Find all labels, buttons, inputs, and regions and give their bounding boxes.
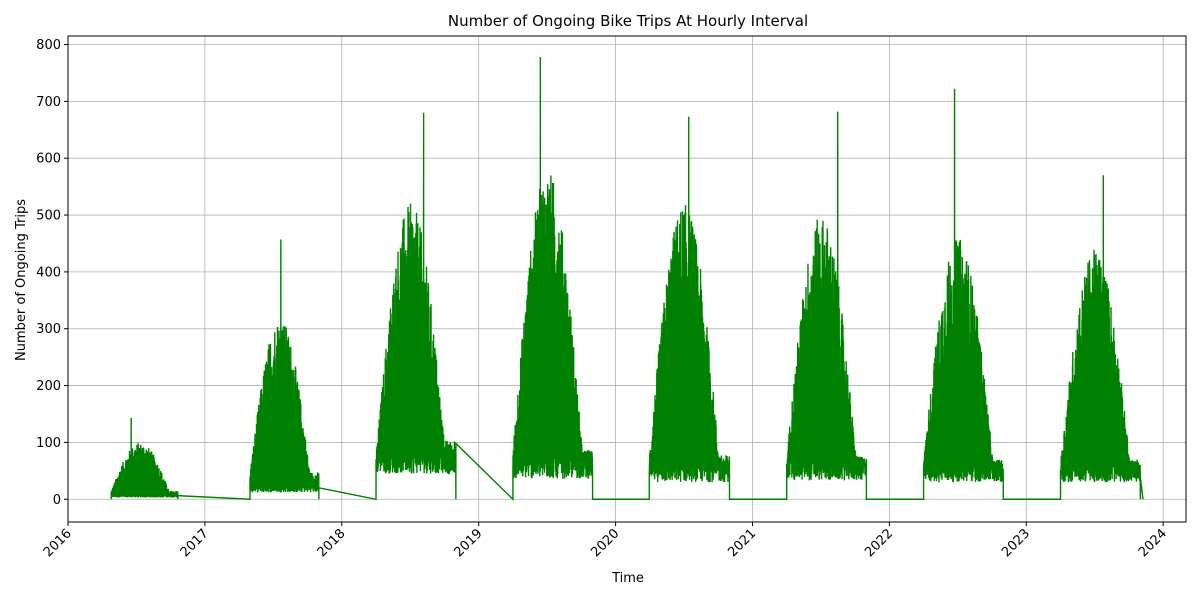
x-tick-label: 2017 — [178, 526, 212, 560]
x-tick-label: 2016 — [41, 526, 75, 560]
y-tick-label: 200 — [36, 379, 61, 394]
y-tick-label: 800 — [36, 38, 61, 53]
x-tick-label: 2021 — [725, 526, 759, 560]
y-tick-label: 400 — [36, 265, 61, 280]
y-axis-label: Number of Ongoing Trips — [14, 199, 29, 361]
series-line — [110, 57, 1144, 501]
x-tick-label: 2019 — [452, 526, 486, 560]
x-tick-label: 2023 — [999, 526, 1033, 560]
grid — [67, 36, 1186, 522]
x-tick-label: 2018 — [315, 526, 349, 560]
x-tick-label: 2024 — [1136, 526, 1170, 560]
x-axis-label: Time — [611, 571, 644, 586]
y-tick-label: 300 — [36, 322, 61, 337]
x-tick-label: 2020 — [588, 526, 622, 560]
chart-title: Number of Ongoing Bike Trips At Hourly I… — [448, 12, 808, 30]
y-tick-label: 0 — [53, 493, 61, 508]
y-tick-label: 700 — [36, 95, 61, 110]
y-tick-label: 600 — [36, 152, 61, 167]
x-tick-label: 2022 — [862, 526, 896, 560]
x-axis-ticks: 2016 2017 2018 2019 2020 2021 2022 2023 2024 — [41, 522, 1170, 560]
y-axis-ticks: 0 100 200 300 400 500 600 700 800 — [36, 38, 68, 508]
data-series — [110, 57, 1144, 501]
plot-frame — [67, 35, 1187, 523]
y-tick-label: 500 — [36, 209, 61, 224]
y-tick-label: 100 — [36, 436, 61, 451]
